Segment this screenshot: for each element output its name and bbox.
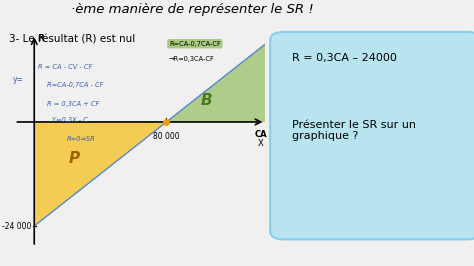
Text: R=CA-0,7CA - CF: R=CA-0,7CA - CF xyxy=(47,82,104,89)
Text: R=0⇒SR: R=0⇒SR xyxy=(66,136,95,142)
Text: R = 0,3CA – 24000: R = 0,3CA – 24000 xyxy=(292,53,396,63)
Text: R = 0,3CA + CF: R = 0,3CA + CF xyxy=(47,101,100,107)
Text: P: P xyxy=(68,151,80,166)
Text: R = CA - CV - CF: R = CA - CV - CF xyxy=(38,64,92,70)
Text: 80 000: 80 000 xyxy=(153,131,180,140)
Text: X: X xyxy=(258,139,264,148)
Text: R=CA-0,7CA-CF: R=CA-0,7CA-CF xyxy=(169,41,221,47)
Polygon shape xyxy=(34,122,166,226)
Text: CA: CA xyxy=(255,130,267,139)
Text: B: B xyxy=(200,93,212,109)
Text: 3- Le résultat (R) est nul: 3- Le résultat (R) est nul xyxy=(9,35,136,45)
Text: -24 000: -24 000 xyxy=(1,222,31,231)
Polygon shape xyxy=(166,44,265,122)
Text: Présenter le SR sur un
graphique ?: Présenter le SR sur un graphique ? xyxy=(292,120,416,141)
Text: y=: y= xyxy=(13,74,24,84)
Text: →R=0,3CA-CF: →R=0,3CA-CF xyxy=(169,56,215,62)
Text: R: R xyxy=(36,34,44,43)
Text: Y=0,3X - C: Y=0,3X - C xyxy=(52,117,88,123)
Text: ·ème manière de représenter le SR !: ·ème manière de représenter le SR ! xyxy=(71,3,314,16)
